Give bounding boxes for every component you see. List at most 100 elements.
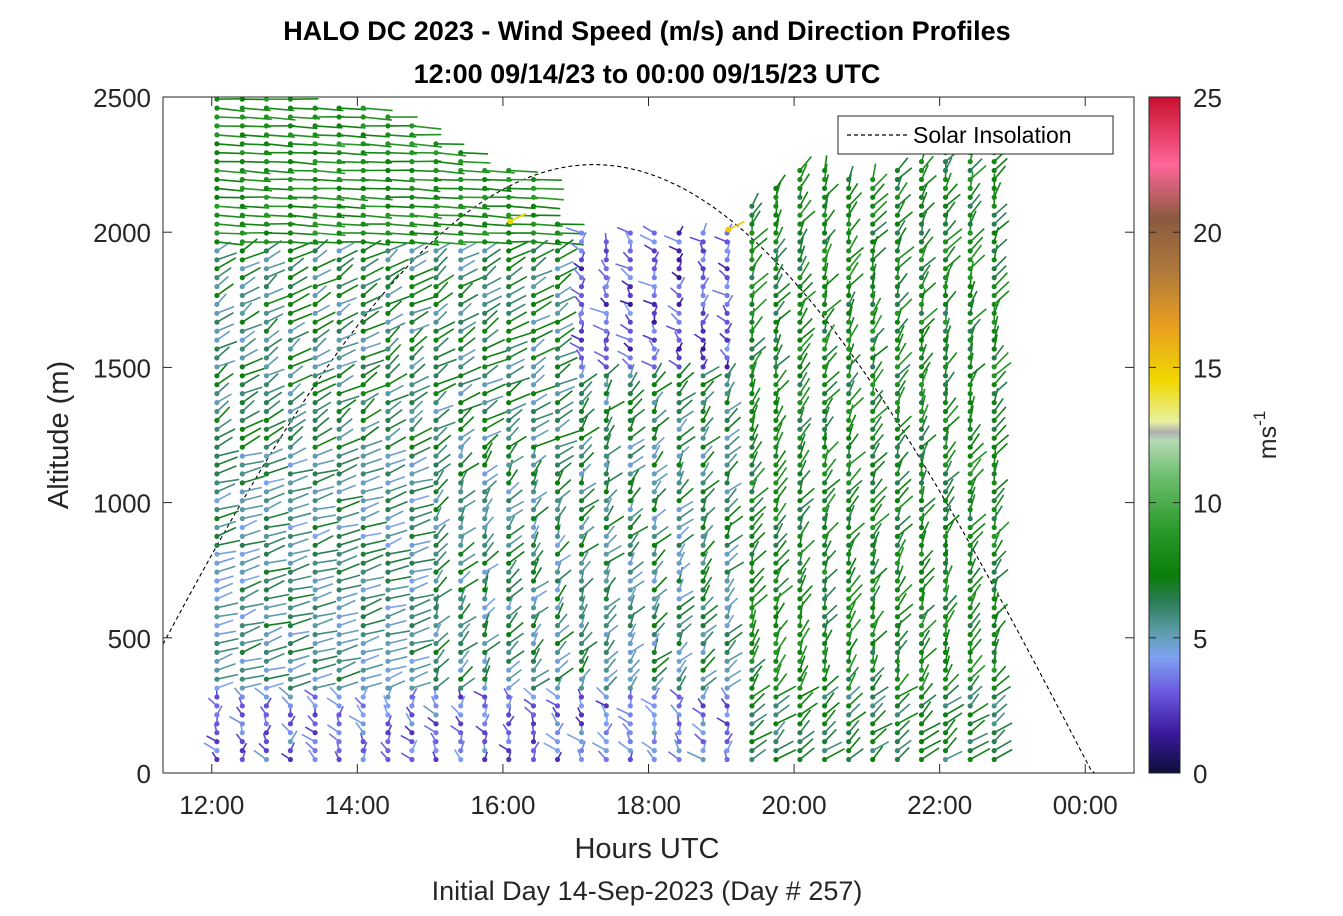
wind-barb-point — [846, 400, 851, 405]
wind-barb-point — [409, 364, 414, 369]
wind-barb-point — [313, 587, 318, 592]
wind-barb-point — [288, 721, 293, 726]
wind-barb-point — [870, 284, 875, 289]
wind-barb-point — [240, 338, 245, 343]
wind-barb-point — [337, 436, 342, 441]
wind-barb-point — [555, 596, 560, 601]
wind-barb-point — [797, 168, 802, 173]
wind-barb-point — [943, 364, 948, 369]
wind-barb-point — [797, 587, 802, 592]
wind-barb-point — [749, 338, 754, 343]
wind-barb-point — [579, 757, 584, 762]
wind-barb-point — [409, 427, 414, 432]
wind-barb-point — [628, 391, 633, 396]
wind-barb-point — [506, 703, 511, 708]
wind-barb-point — [870, 534, 875, 539]
wind-barb-point — [725, 293, 730, 298]
wind-barb-point — [555, 311, 560, 316]
wind-barb-point — [822, 239, 827, 244]
wind-barb-point — [409, 534, 414, 539]
wind-barb-point — [968, 703, 973, 708]
wind-barb-point — [579, 570, 584, 575]
wind-barb-point — [652, 677, 657, 682]
wind-barb-point — [458, 694, 463, 699]
wind-barb-point — [822, 587, 827, 592]
wind-barb-point — [749, 418, 754, 423]
wind-barb-point — [337, 141, 342, 146]
wind-barb-point — [337, 311, 342, 316]
wind-barb-point — [652, 338, 657, 343]
wind-barb-point — [458, 570, 463, 575]
wind-barb-point — [458, 462, 463, 467]
wind-barb-point — [749, 605, 754, 610]
wind-barb-point — [531, 730, 536, 735]
wind-barb-point — [385, 436, 390, 441]
wind-barb-point — [458, 222, 463, 227]
wind-barb-point — [555, 239, 560, 244]
wind-barb-point — [409, 712, 414, 717]
wind-barb-point — [337, 275, 342, 280]
wind-barb-point — [968, 462, 973, 467]
wind-barb-point — [846, 427, 851, 432]
wind-barb-point — [749, 650, 754, 655]
wind-barb-point — [968, 757, 973, 762]
wind-barb-point — [264, 730, 269, 735]
wind-barb-point — [628, 418, 633, 423]
wind-barb-point — [458, 525, 463, 530]
wind-barb-point — [506, 186, 511, 191]
wind-barb-point — [725, 329, 730, 334]
wind-barb-point — [628, 275, 633, 280]
wind-barb-point — [531, 364, 536, 369]
wind-barb-point — [506, 587, 511, 592]
wind-barb-point — [822, 570, 827, 575]
wind-barb-point — [240, 409, 245, 414]
wind-barb-point — [409, 338, 414, 343]
wind-barb-point — [992, 355, 997, 360]
wind-barb-point — [846, 293, 851, 298]
wind-barb-point — [992, 516, 997, 521]
wind-barb-point — [506, 480, 511, 485]
wind-barb-point — [870, 302, 875, 307]
wind-barb-point — [214, 614, 219, 619]
wind-barb-point — [385, 204, 390, 209]
wind-barb-point — [264, 668, 269, 673]
wind-barb-point — [482, 454, 487, 459]
wind-barb-point — [943, 257, 948, 262]
wind-barb-point — [652, 570, 657, 575]
wind-barb-point — [992, 213, 997, 218]
wind-barb-point — [214, 659, 219, 664]
wind-barb-point — [337, 489, 342, 494]
wind-barb-point — [992, 489, 997, 494]
wind-barb-point — [677, 694, 682, 699]
wind-barb-point — [822, 168, 827, 173]
wind-barb-point — [749, 311, 754, 316]
wind-barb-point — [919, 266, 924, 271]
wind-barb-point — [458, 516, 463, 521]
wind-barb-point — [240, 329, 245, 334]
wind-barb-point — [822, 748, 827, 753]
wind-barb-point — [337, 686, 342, 691]
wind-barb-point — [725, 578, 730, 583]
wind-barb-point — [264, 445, 269, 450]
wind-barb-point — [895, 338, 900, 343]
wind-barb-point — [385, 686, 390, 691]
wind-barb-point — [409, 757, 414, 762]
wind-barb-point — [409, 346, 414, 351]
wind-barb-point — [725, 730, 730, 735]
wind-barb-point — [579, 552, 584, 557]
wind-barb-point — [822, 204, 827, 209]
wind-barb-point — [895, 239, 900, 244]
wind-barb-point — [822, 641, 827, 646]
wind-barb-point — [992, 632, 997, 637]
wind-barb-point — [214, 445, 219, 450]
wind-barb-point — [482, 284, 487, 289]
wind-barb-point — [870, 239, 875, 244]
wind-barb-point — [288, 320, 293, 325]
wind-barb-point — [773, 659, 778, 664]
wind-barb-point — [725, 748, 730, 753]
wind-barb-point — [506, 570, 511, 575]
colorbar-tick-label: 20 — [1193, 218, 1222, 248]
wind-barb-point — [797, 570, 802, 575]
wind-barb-point — [943, 525, 948, 530]
